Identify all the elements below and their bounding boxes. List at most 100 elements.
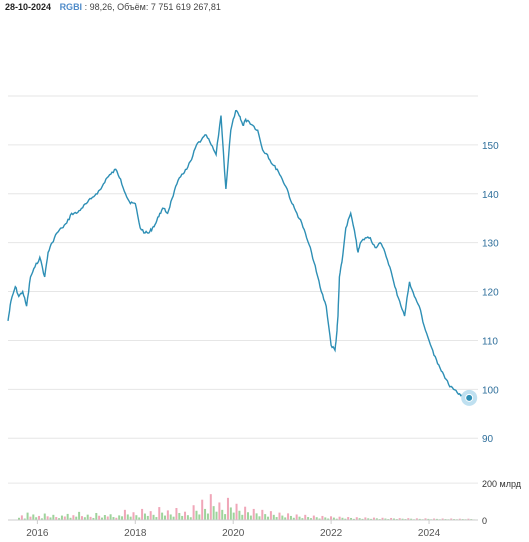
volume-bar: [252, 508, 255, 520]
volume-bar: [229, 507, 232, 520]
volume-bar: [338, 516, 341, 520]
volume-bar: [255, 513, 258, 520]
header-ticker[interactable]: RGBI: [59, 2, 83, 12]
volume-bar: [63, 516, 66, 520]
volume-bar: [161, 512, 164, 520]
volume-bar: [184, 511, 187, 520]
volume-bar: [458, 518, 461, 520]
volume-bar: [35, 517, 38, 520]
x-tick-label: 2024: [418, 528, 441, 539]
volume-bar: [264, 514, 267, 520]
y-tick-label: 140: [482, 190, 499, 201]
volume-bar: [218, 502, 221, 520]
main-grid: [8, 95, 478, 439]
volume-bar: [89, 516, 92, 520]
volume-bar: [232, 512, 235, 520]
volume-bar: [295, 514, 298, 520]
volume-bar: [215, 511, 218, 520]
volume-bar: [352, 518, 355, 520]
volume-bar: [198, 514, 201, 520]
volume-bar: [52, 514, 55, 520]
x-tick-label: 2016: [26, 528, 49, 539]
volume-bar: [20, 515, 23, 520]
volume-bar: [206, 513, 209, 520]
volume-bar: [467, 518, 470, 520]
volume-bar: [424, 518, 427, 520]
volume-bar: [324, 517, 327, 520]
volume-bar: [189, 517, 192, 520]
x-tick-label: 2022: [320, 528, 343, 539]
volume-bar: [201, 499, 204, 520]
volume-bar: [367, 518, 370, 520]
volume-bar: [75, 516, 78, 520]
y-axis: 90 100 110 120 130 140 150: [482, 141, 499, 445]
volume-bar: [244, 506, 247, 520]
volume-bar: [287, 513, 290, 520]
volume-bar: [381, 517, 384, 520]
volume-bar: [284, 517, 287, 520]
chart-header: 28-10-2024 RGBI : 98,26, Объём: 7 751 61…: [5, 0, 221, 14]
volume-bar: [384, 518, 387, 520]
volume-bar: [109, 514, 112, 520]
volume-bar: [181, 515, 184, 520]
volume-bar: [132, 512, 135, 520]
volume-bar: [392, 518, 395, 520]
x-axis: 2016 2018 2020 2022 2024: [8, 519, 478, 539]
volume-bar: [155, 517, 158, 520]
volume-bar: [106, 516, 109, 520]
volume-bar: [55, 517, 58, 520]
volume-bar: [112, 517, 115, 520]
volume-bar: [241, 514, 244, 520]
y-tick-label: 150: [482, 141, 499, 152]
volume-bar: [98, 515, 101, 520]
marker-dot: [465, 393, 474, 402]
volume-bar: [138, 517, 141, 520]
volume-bar: [175, 508, 178, 520]
volume-bars: [18, 494, 476, 520]
volume-bar: [370, 518, 373, 520]
volume-bar: [410, 518, 413, 520]
volume-bar: [267, 516, 270, 520]
volume-bar: [427, 518, 430, 520]
volume-bar: [321, 515, 324, 520]
volume-bar: [72, 515, 75, 520]
volume-bar: [60, 515, 63, 520]
volume-bar: [275, 517, 278, 520]
volume-bar: [289, 515, 292, 520]
volume-bar: [304, 514, 307, 520]
y-tick-label: 130: [482, 239, 499, 250]
volume-bar: [344, 518, 347, 520]
volume-bar: [269, 511, 272, 520]
volume-bar: [281, 515, 284, 520]
volume-bar: [398, 518, 401, 520]
volume-bar: [23, 518, 26, 520]
last-value-marker[interactable]: [461, 389, 478, 406]
volume-bar: [226, 497, 229, 520]
header-separator: :: [84, 2, 90, 12]
volume-bar: [86, 514, 89, 520]
volume-bar: [103, 515, 106, 520]
volume-bar: [309, 518, 312, 520]
volume-bar: [123, 509, 126, 520]
volume-bar: [18, 517, 21, 520]
volume-bar: [95, 512, 98, 520]
volume-bar: [32, 514, 35, 520]
volume-bar: [238, 510, 241, 520]
volume-bar: [315, 517, 318, 520]
volume-bar: [212, 506, 215, 520]
volume-bar: [195, 510, 198, 520]
volume-bar: [298, 516, 301, 520]
volume-bar: [204, 508, 207, 520]
volume-bar: [29, 516, 32, 520]
volume-bar: [101, 517, 104, 520]
volume-bar: [355, 517, 358, 520]
volume-bar: [292, 517, 295, 520]
volume-bar: [146, 515, 149, 520]
volume-bar: [435, 518, 438, 520]
y-tick-label: 100: [482, 385, 499, 396]
header-volume-label: Объём:: [117, 2, 149, 12]
volume-bar: [83, 517, 86, 520]
volume-bar: [69, 517, 72, 520]
volume-bar: [249, 515, 252, 520]
